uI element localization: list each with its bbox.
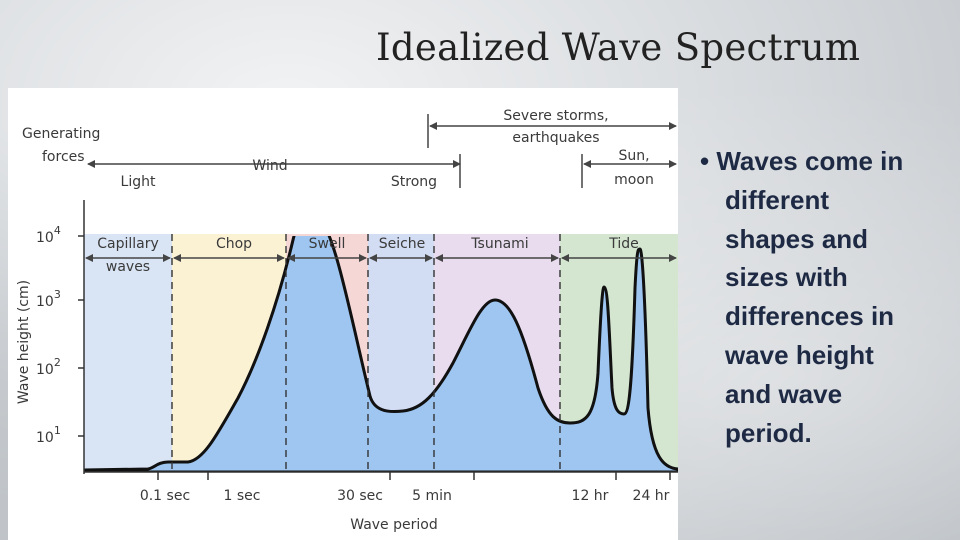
- x-tick-12-hr: 12 hr: [572, 488, 609, 504]
- x-tick-0-1-sec: 0.1 sec: [140, 488, 190, 504]
- label-moon: moon: [614, 172, 654, 188]
- bullet-line-2: different: [725, 184, 829, 215]
- x-tick-30-sec: 30 sec: [337, 488, 383, 504]
- bullet-line-1: • Waves come in: [700, 142, 955, 181]
- label-forces: forces: [42, 149, 85, 165]
- label-sun: Sun,: [618, 148, 649, 164]
- band-capillary: [84, 234, 172, 472]
- y-tick-1e4: 104: [36, 224, 61, 246]
- label-tide: Tide: [608, 236, 639, 252]
- label-capillary-2: waves: [106, 259, 150, 275]
- label-severe-2: earthquakes: [512, 130, 599, 146]
- label-tsunami: Tsunami: [470, 236, 528, 252]
- x-tick-24-hr: 24 hr: [633, 488, 670, 504]
- bullet-text-line: Waves come in: [716, 146, 904, 176]
- force-arrows: [87, 114, 677, 188]
- x-axis-label: Wave period: [350, 517, 437, 533]
- wave-spectrum-svg: Capillary waves Chop Swell Seiche Tsunam…: [16, 108, 678, 533]
- label-chop: Chop: [216, 236, 252, 252]
- label-wind: Wind: [252, 158, 287, 174]
- label-seiche: Seiche: [379, 236, 426, 252]
- bullet-line-3: shapes and: [725, 223, 869, 254]
- label-strong: Strong: [391, 174, 437, 190]
- x-axis-ticks: [157, 472, 671, 480]
- y-tick-1e3: 103: [36, 288, 61, 310]
- bullet-line-4: sizes with: [725, 262, 848, 293]
- x-tick-1-sec: 1 sec: [224, 488, 261, 504]
- bullet-line-6: wave height: [725, 339, 874, 370]
- y-axis-label: Wave height (cm): [16, 280, 32, 404]
- x-tick-5-min: 5 min: [412, 488, 452, 504]
- bullet-line-5: differences in: [725, 301, 895, 332]
- y-tick-1e2: 102: [36, 356, 61, 378]
- bullet-marker: •: [700, 146, 710, 176]
- label-capillary-1: Capillary: [97, 236, 159, 252]
- y-axis-ticks: [78, 235, 84, 437]
- label-severe-1: Severe storms,: [503, 108, 608, 124]
- wave-spectrum-diagram: Capillary waves Chop Swell Seiche Tsunam…: [8, 88, 678, 540]
- bullet-text: • Waves come in different shapes and siz…: [700, 142, 955, 462]
- label-light: Light: [121, 174, 156, 190]
- slide-title: Idealized Wave Spectrum: [376, 26, 861, 69]
- label-generating: Generating: [22, 126, 100, 142]
- label-swell: Swell: [309, 236, 346, 252]
- band-dividers: [171, 234, 561, 472]
- bullet-line-7: and wave: [725, 378, 843, 409]
- bullet-line-8: period.: [725, 417, 812, 448]
- y-tick-1e1: 101: [36, 424, 61, 446]
